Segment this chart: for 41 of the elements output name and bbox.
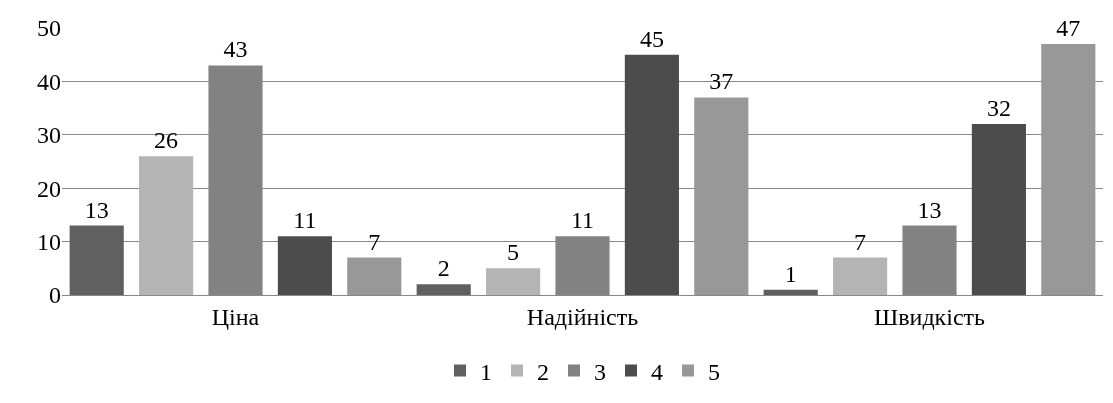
data-label: 43 [223, 36, 248, 63]
data-label: 7 [368, 228, 381, 255]
y-tick-label: 40 [37, 68, 61, 95]
legend-label: 4 [651, 358, 663, 385]
data-label: 1 [784, 260, 797, 287]
bar [416, 284, 471, 295]
data-label: 11 [570, 207, 595, 234]
data-label: 13 [917, 196, 942, 223]
data-label: 32 [986, 95, 1011, 122]
data-label: 11 [293, 207, 317, 234]
y-tick-label: 0 [49, 282, 61, 309]
bar [624, 54, 679, 295]
bar [277, 236, 332, 295]
data-label: 2 [437, 255, 450, 282]
bar [971, 124, 1026, 295]
data-label: 37 [709, 68, 734, 95]
x-tick-label: Надійність [526, 303, 639, 330]
data-label: 26 [154, 127, 179, 154]
bar [694, 97, 749, 295]
y-tick-label: 10 [37, 229, 61, 255]
data-label: 45 [639, 25, 664, 52]
legend-label: 2 [537, 358, 549, 385]
x-tick-label: Швидкість [873, 303, 986, 330]
bar [347, 257, 402, 295]
legend-label: 1 [480, 358, 492, 385]
bar [1041, 44, 1096, 295]
y-tick-label: 20 [37, 175, 61, 202]
data-label: 47 [1056, 15, 1081, 42]
bar [833, 257, 888, 295]
x-tick-label: Ціна [211, 303, 260, 330]
legend-label: 5 [708, 358, 720, 385]
data-label: 13 [84, 196, 109, 223]
data-label: 7 [854, 228, 867, 255]
y-tick-label: 50 [37, 15, 61, 42]
legend-label: 3 [594, 358, 606, 385]
bar [69, 225, 124, 295]
y-tick-label: 30 [37, 122, 61, 149]
bar [139, 156, 194, 295]
bar [486, 268, 541, 295]
data-label: 5 [507, 239, 520, 266]
bar [763, 289, 818, 295]
